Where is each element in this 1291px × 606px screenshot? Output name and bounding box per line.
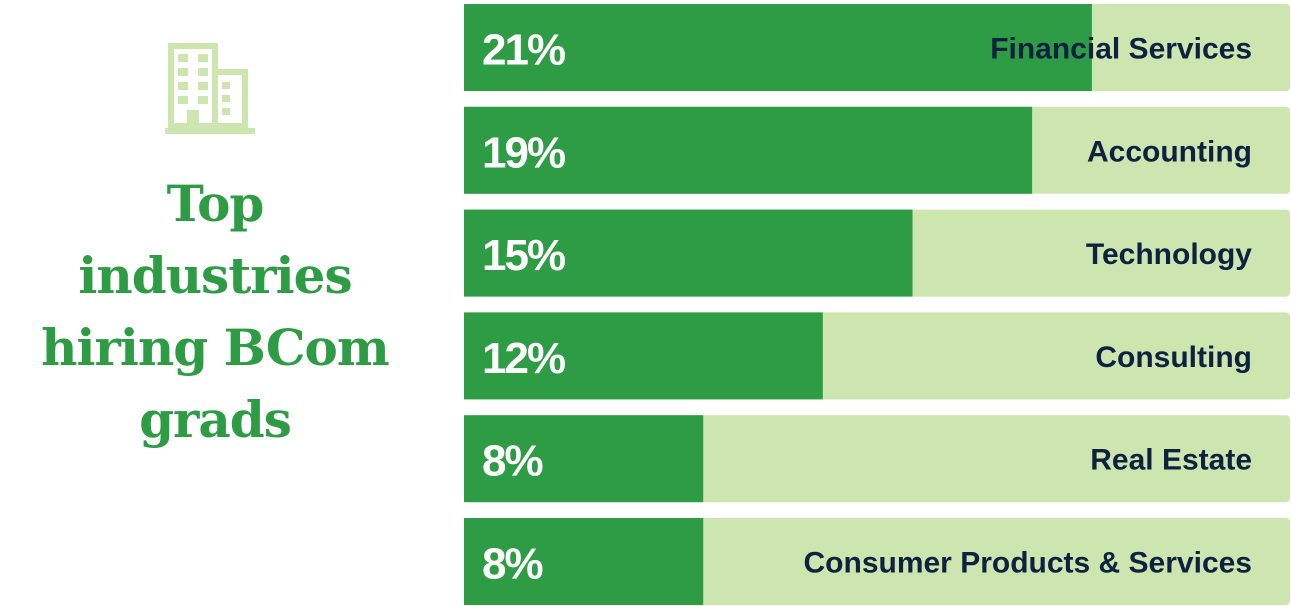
bar <box>464 4 1092 91</box>
category-label: Consulting <box>1095 341 1252 374</box>
bar-row: 12% Consulting <box>464 312 1290 400</box>
title-panel: Top industries hiring BCom grads <box>0 0 430 606</box>
bar <box>464 415 704 503</box>
value-label: 21% <box>482 26 565 75</box>
value-label: 8% <box>482 540 542 589</box>
title-line: Top <box>166 174 265 233</box>
title-line: industries <box>78 246 352 305</box>
category-label: Real Estate <box>1090 444 1252 477</box>
category-label: Financial Services <box>990 33 1252 66</box>
bar <box>464 518 704 605</box>
category-label: Technology <box>1086 238 1252 271</box>
bar <box>464 106 1033 194</box>
chart-title: Top industries hiring BCom grads <box>0 168 430 456</box>
title-line: grads <box>139 390 292 449</box>
bar <box>464 312 823 400</box>
building-icon <box>165 43 255 134</box>
bar <box>464 209 913 297</box>
value-label: 12% <box>482 334 565 383</box>
category-label: Accounting <box>1087 135 1252 168</box>
category-label: Consumer Products & Services <box>804 547 1253 580</box>
bar-row: 21% Financial Services <box>464 4 1290 91</box>
bar-row: 19% Accounting <box>464 106 1290 194</box>
value-label: 15% <box>482 231 565 280</box>
value-label: 8% <box>482 437 542 486</box>
bar-row: 8% Consumer Products & Services <box>464 518 1290 605</box>
value-label: 19% <box>482 128 565 177</box>
bar-row: 8% Real Estate <box>464 415 1290 503</box>
title-line: hiring BCom <box>41 318 390 377</box>
bar-row: 15% Technology <box>464 209 1290 297</box>
